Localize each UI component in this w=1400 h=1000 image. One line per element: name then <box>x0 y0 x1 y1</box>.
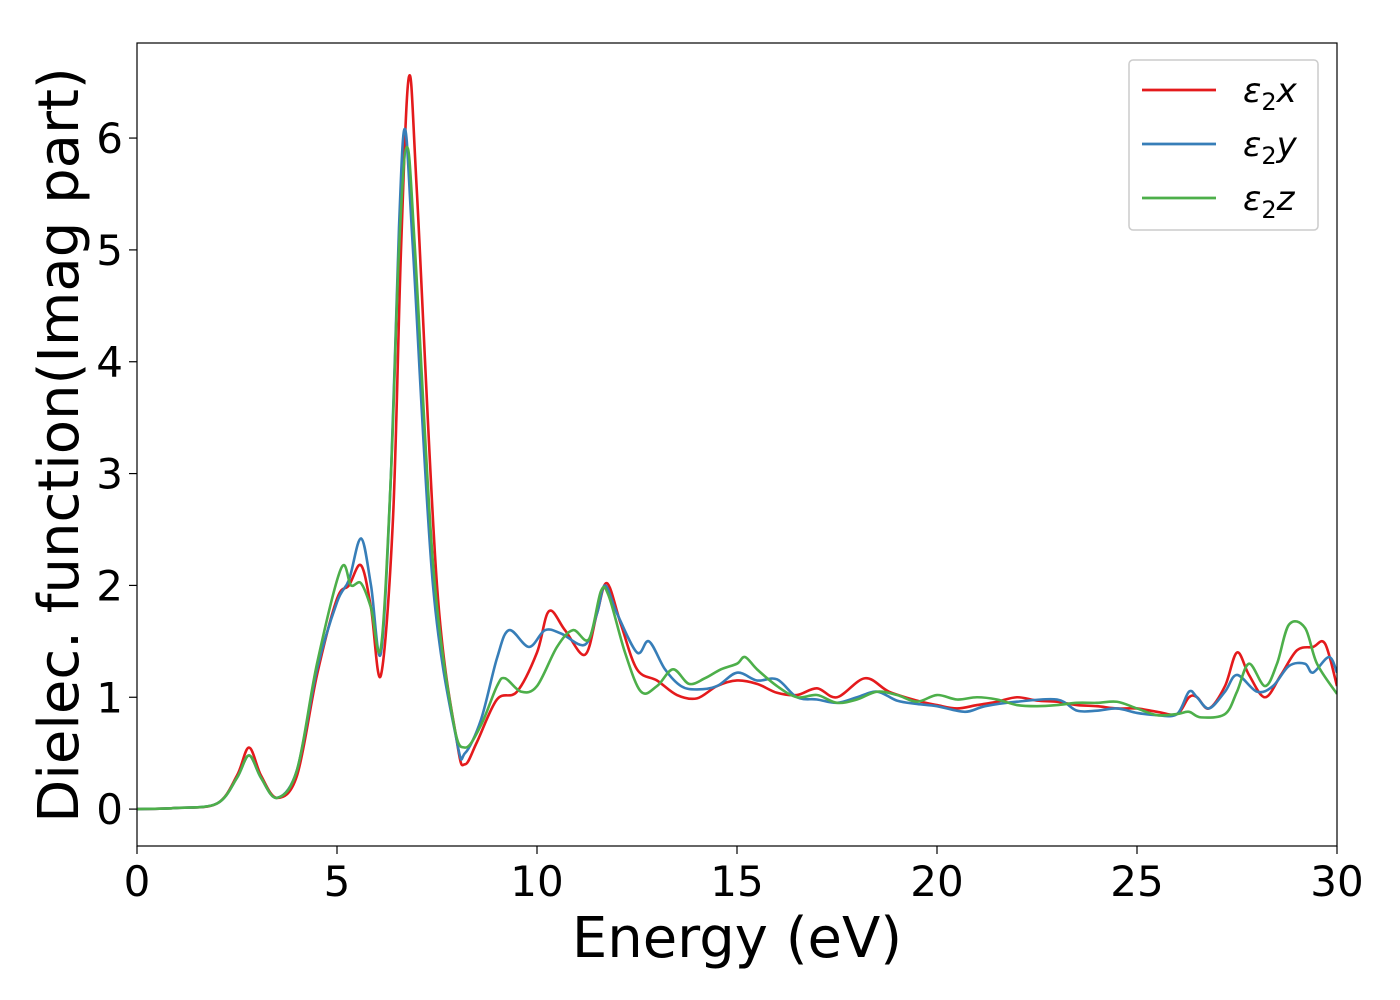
legend-label-z: ε2z <box>1243 179 1296 224</box>
legend-entries: ε2x ε2y ε2z <box>1142 71 1298 224</box>
legend-box <box>1128 59 1319 231</box>
y-axis-ticks: 0 1 2 3 4 5 6 <box>96 114 137 834</box>
x-tick-label: 20 <box>910 857 963 906</box>
x-axis-label: Energy (eV) <box>572 906 902 971</box>
y-tick-label: 3 <box>96 450 123 499</box>
legend-label-x: ε2x <box>1243 71 1298 116</box>
y-tick-label: 6 <box>96 114 123 163</box>
x-tick-label: 10 <box>510 857 563 906</box>
y-tick-label: 2 <box>96 561 123 610</box>
y-tick-label: 5 <box>96 226 123 275</box>
legend: ε2x ε2y ε2z <box>1128 59 1319 231</box>
x-tick-label: 15 <box>710 857 763 906</box>
x-tick-label: 30 <box>1310 857 1363 906</box>
series-layer <box>137 73 1337 811</box>
y-tick-label: 1 <box>96 673 123 722</box>
legend-label-y: ε2y <box>1243 125 1298 170</box>
y-tick-label: 4 <box>96 338 123 387</box>
x-tick-label: 0 <box>124 857 151 906</box>
series-line-z <box>137 145 1337 811</box>
y-axis-label: Dielec. function(Imag part) <box>27 67 92 823</box>
x-tick-label: 5 <box>324 857 351 906</box>
x-axis-ticks: 0 5 10 15 20 25 30 <box>124 846 1364 906</box>
x-tick-label: 25 <box>1110 857 1163 906</box>
y-tick-label: 0 <box>96 785 123 834</box>
